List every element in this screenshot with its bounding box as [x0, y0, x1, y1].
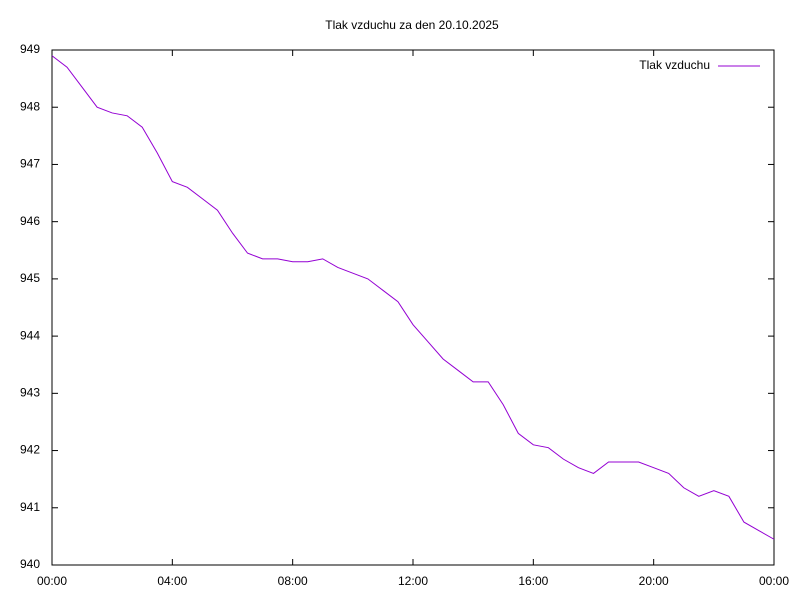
x-tick-label: 00:00	[759, 574, 789, 588]
y-tick-label: 940	[20, 557, 40, 571]
x-tick-label: 20:00	[639, 574, 669, 588]
data-line	[51, 55, 775, 540]
y-tick-label: 944	[20, 328, 40, 342]
y-tick-label: 948	[20, 99, 40, 113]
y-tick-label: 942	[20, 443, 40, 457]
plot-frame	[51, 49, 775, 566]
y-tick-label: 943	[20, 386, 40, 400]
y-tick-label: 949	[20, 42, 40, 56]
x-tick-label: 12:00	[398, 574, 428, 588]
x-tick-label: 00:00	[37, 574, 67, 588]
y-tick-label: 947	[20, 157, 40, 171]
x-tick-label: 16:00	[518, 574, 548, 588]
y-tick-label: 946	[20, 214, 40, 228]
y-tick-label: 941	[20, 500, 40, 514]
chart-title: Tlak vzduchu za den 20.10.2025	[325, 18, 499, 32]
x-tick-label: 04:00	[157, 574, 187, 588]
y-tick-label: 945	[20, 271, 40, 285]
legend-label: Tlak vzduchu	[639, 58, 710, 72]
x-tick-label: 08:00	[278, 574, 308, 588]
